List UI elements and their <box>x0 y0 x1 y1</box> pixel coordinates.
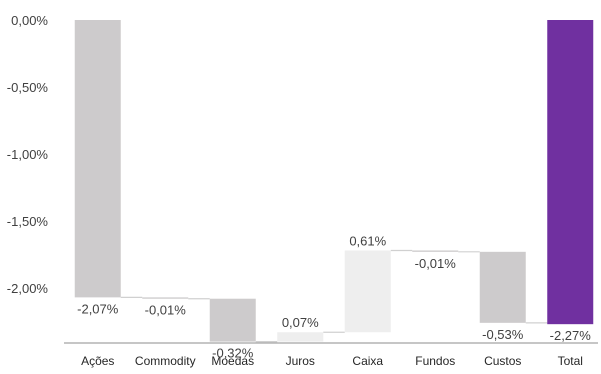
y-axis: 0,00% -0,50% -1,00% -1,50% -2,00% <box>7 13 49 296</box>
value-label: -0,53% <box>482 327 524 342</box>
y-tick-label: -0,50% <box>7 80 49 95</box>
connectors <box>120 249 548 343</box>
bar-juros <box>277 332 324 342</box>
y-tick-label: -2,00% <box>7 281 49 296</box>
y-tick-label: 0,00% <box>11 13 48 28</box>
bar-commodity <box>142 297 189 299</box>
bar-total <box>547 20 594 325</box>
value-label: -2,27% <box>550 328 592 343</box>
x-tick-label: Ações <box>81 354 114 368</box>
y-tick-label: -1,50% <box>7 214 49 229</box>
x-tick-label: Juros <box>286 354 315 368</box>
bar-custos <box>479 251 526 323</box>
y-tick-label: -1,00% <box>7 147 49 162</box>
x-axis-labels: Ações Commodity Moedas Juros Caixa Fundos Cust… <box>81 354 583 368</box>
x-tick-label: Caixa <box>352 354 383 368</box>
bar-ações <box>74 20 121 298</box>
bar-caixa <box>344 250 391 333</box>
value-label: -0,01% <box>145 303 187 318</box>
x-tick-label: Fundos <box>415 354 455 368</box>
value-label: -0,01% <box>415 256 457 271</box>
value-label: -0,32% <box>212 346 254 361</box>
x-tick-label: Moedas <box>211 354 254 368</box>
bars <box>74 20 594 342</box>
value-label: -2,07% <box>77 301 119 316</box>
value-label: 0,61% <box>349 233 386 248</box>
bar-fundos <box>412 250 459 252</box>
x-tick-label: Commodity <box>135 354 196 368</box>
x-tick-label: Total <box>558 354 583 368</box>
value-labels: -2,07% -0,01% -0,32% 0,07% 0,61% -0,01% -0,53%… <box>77 233 591 360</box>
x-tick-label: Custos <box>484 354 521 368</box>
bar-moedas <box>209 298 256 342</box>
value-label: 0,07% <box>282 315 319 330</box>
